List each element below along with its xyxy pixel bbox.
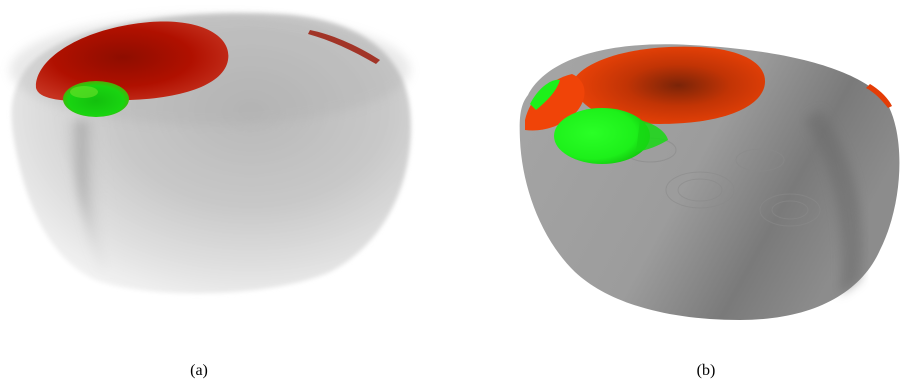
panel-b-ripple-pattern: [623, 137, 821, 227]
panel-b-dark-band: [805, 110, 863, 295]
panel-a-green-highlight: [70, 86, 98, 98]
panel-a-green-region: [63, 81, 129, 117]
panel-b-rendering: [519, 44, 900, 321]
panel-b-caption: (b): [696, 362, 716, 379]
panel-b-orange-fringe: [866, 84, 892, 108]
panel-a-rendering: [10, 13, 411, 294]
panel-b-green-edge: [636, 120, 668, 152]
panel-a-red-region: [35, 21, 229, 102]
panel-b-green-region: [554, 108, 650, 164]
panel-b-green-left-sliver: [530, 79, 560, 110]
panel-a-caption: (a): [190, 362, 208, 379]
panel-a-fold-shadow: [60, 120, 120, 270]
panel-a-red-fringe: [308, 30, 380, 64]
panel-b-orange-region: [572, 46, 766, 125]
